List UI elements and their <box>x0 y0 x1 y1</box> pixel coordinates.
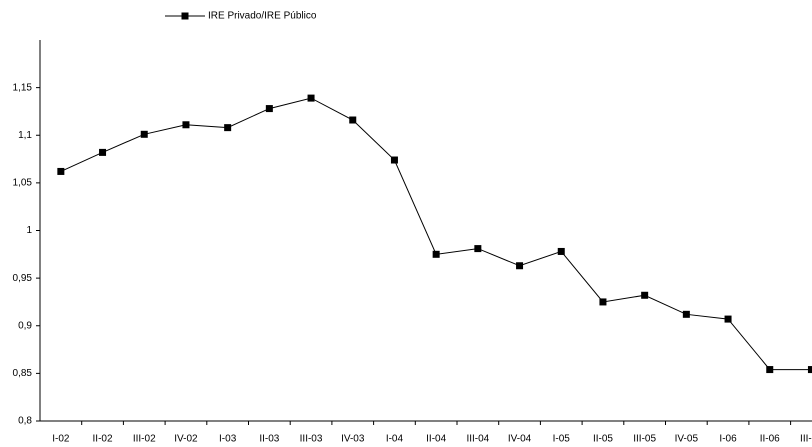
y-tick-label: 0,9 <box>18 320 32 331</box>
y-tick-label: 1 <box>26 225 32 236</box>
point-marker <box>724 315 732 323</box>
point-marker <box>641 291 649 299</box>
x-tick-label: II-03 <box>259 434 279 445</box>
series-line <box>60 97 812 371</box>
x-tick-label: I-02 <box>52 434 70 445</box>
x-tick-label: IV-04 <box>508 434 532 445</box>
x-tick-label: III-03 <box>300 434 323 445</box>
point-marker <box>307 94 315 102</box>
y-tick-label: 0,85 <box>13 368 33 379</box>
x-tick-label: IV-02 <box>174 434 198 445</box>
x-tick-label: II-04 <box>426 434 446 445</box>
point-marker <box>99 148 107 156</box>
point-marker <box>474 245 482 253</box>
point-marker <box>224 124 232 132</box>
x-tick-label: I-04 <box>386 434 404 445</box>
point-marker <box>599 298 607 306</box>
point-marker <box>182 121 190 129</box>
point-marker <box>57 167 65 175</box>
point-marker <box>516 262 524 270</box>
x-tick-label: I-05 <box>553 434 571 445</box>
y-tick-label: 0,95 <box>13 273 33 284</box>
x-tick-label: IV-03 <box>341 434 365 445</box>
x-tick-label: III-06 <box>800 434 812 445</box>
x-tick-label: III-05 <box>633 434 656 445</box>
x-tick-label: III-04 <box>466 434 489 445</box>
point-marker <box>140 130 148 138</box>
legend-label: IRE Privado/IRE Público <box>208 11 317 22</box>
x-tick-label: I-06 <box>719 434 737 445</box>
x-tick-label: I-03 <box>219 434 237 445</box>
x-tick-label: II-06 <box>760 434 780 445</box>
point-marker <box>390 156 398 164</box>
legend-marker <box>181 12 189 20</box>
point-marker <box>557 247 565 255</box>
x-tick-label: II-02 <box>93 434 113 445</box>
point-marker <box>432 250 440 258</box>
point-marker <box>682 310 690 318</box>
x-tick-label: II-05 <box>593 434 613 445</box>
point-marker <box>265 105 273 113</box>
point-marker <box>766 366 774 374</box>
y-tick-label: 0,8 <box>18 416 32 427</box>
point-marker <box>807 366 812 374</box>
x-tick-label: IV-05 <box>675 434 699 445</box>
point-marker <box>349 116 357 124</box>
y-tick-label: 1,1 <box>18 130 32 141</box>
x-tick-label: III-02 <box>133 434 156 445</box>
y-tick-label: 1,15 <box>13 82 33 93</box>
y-tick-label: 1,05 <box>13 178 33 189</box>
